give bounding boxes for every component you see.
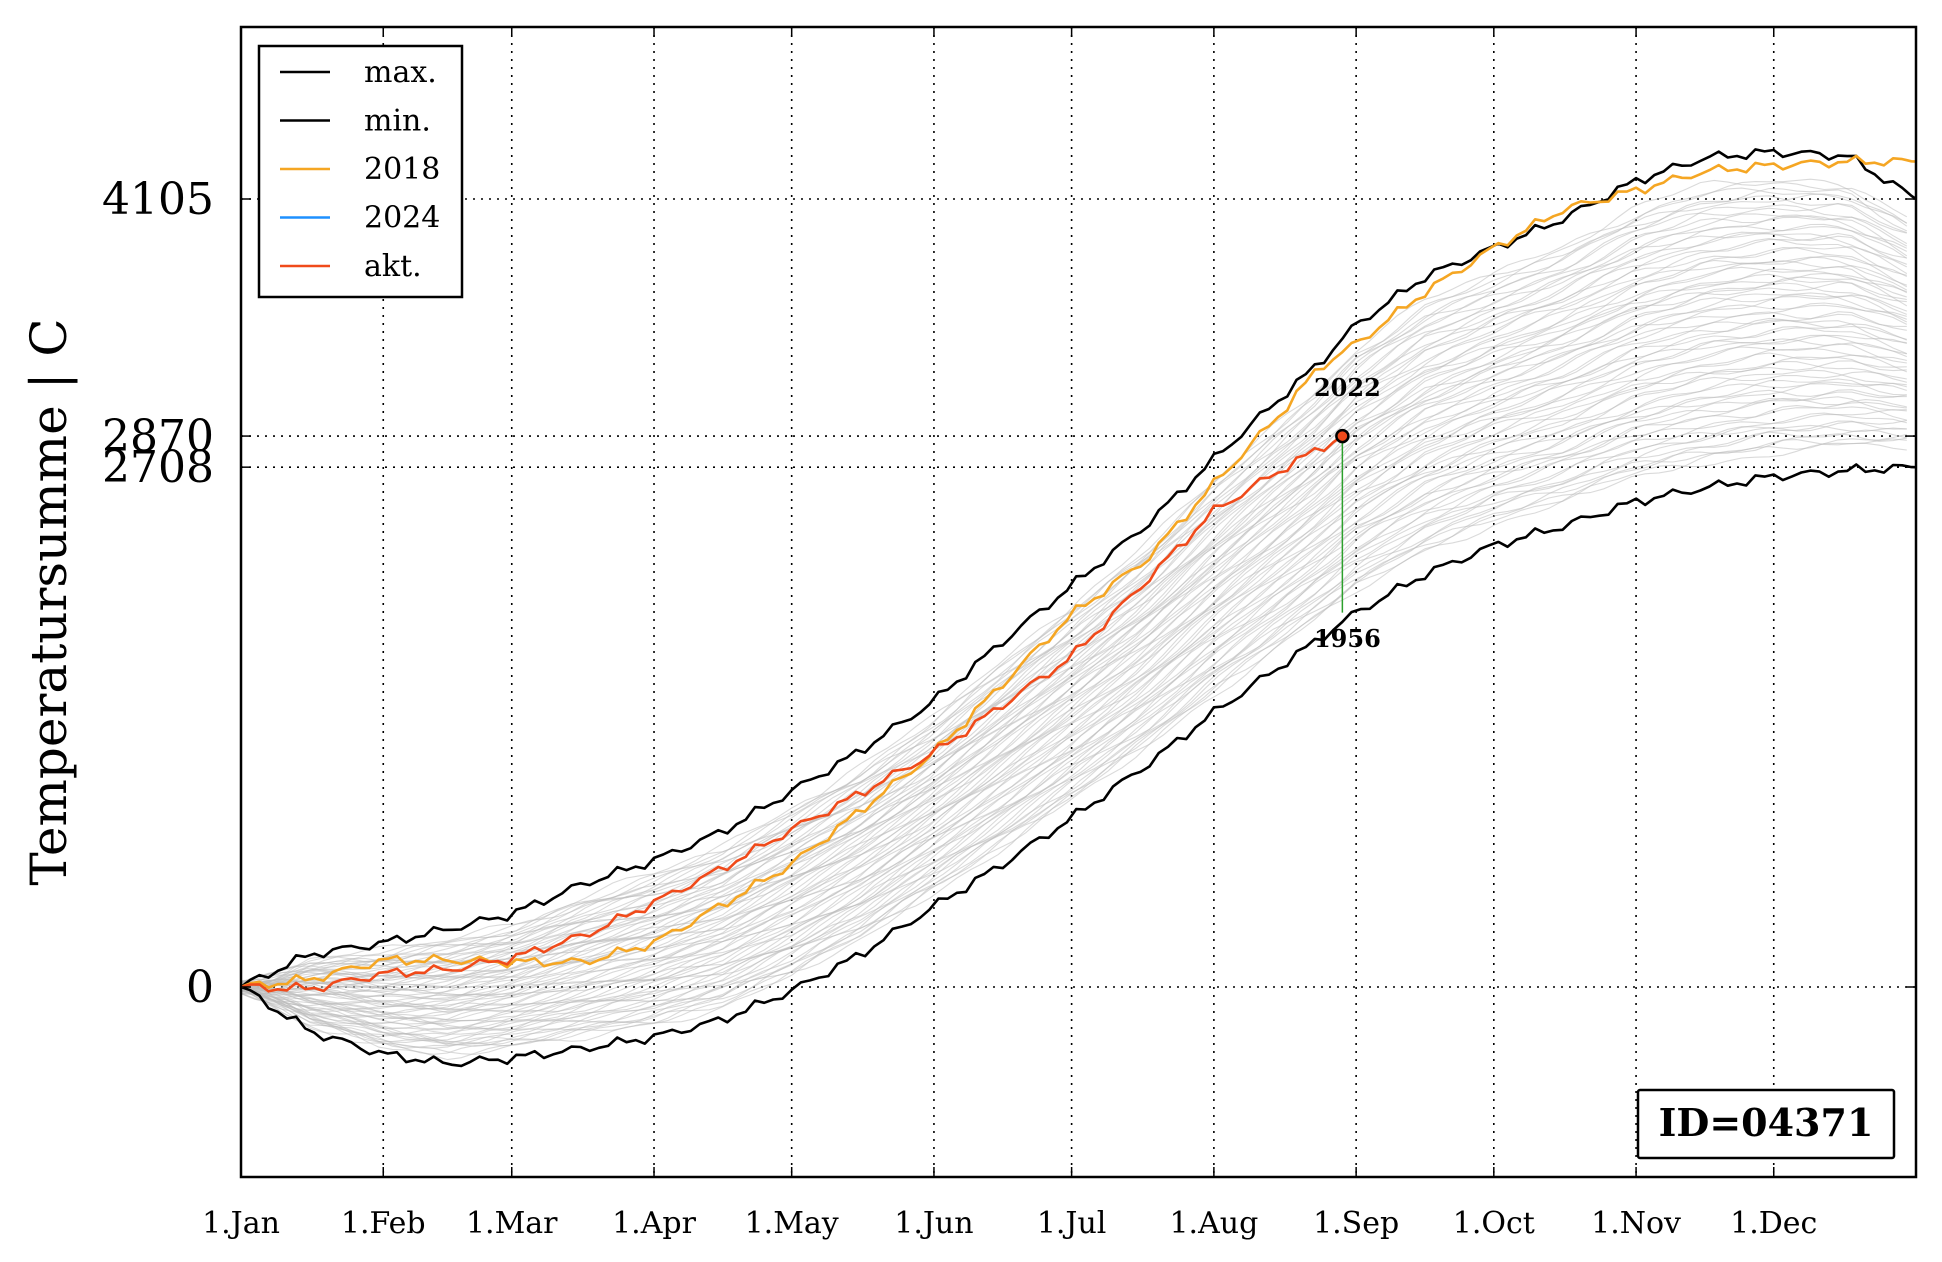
year-trace bbox=[240, 424, 1907, 1043]
year-trace bbox=[240, 369, 1907, 1025]
year-trace bbox=[240, 396, 1907, 1035]
year-trace bbox=[240, 397, 1907, 1032]
x-tick-label: 1.Aug bbox=[1169, 1206, 1258, 1241]
y-axis-label: Temperatursumme | C bbox=[20, 318, 78, 885]
x-tick-label: 1.Nov bbox=[1591, 1206, 1681, 1241]
legend-label: 2018 bbox=[364, 152, 440, 187]
year-trace bbox=[240, 204, 1908, 988]
year-trace bbox=[240, 272, 1908, 989]
year-trace bbox=[240, 304, 1907, 997]
year-trace bbox=[240, 360, 1907, 1019]
year-trace bbox=[240, 246, 1908, 985]
series-line-2018 bbox=[240, 154, 1917, 989]
year-trace bbox=[240, 346, 1907, 1011]
year-trace bbox=[240, 354, 1908, 1023]
tick-layer: 1.Jan 1.Feb 1.Mar 1.Apr 1.May 1.Jun 1.Jul 1.Aug… bbox=[102, 27, 1916, 1241]
annotation-label: 1956 bbox=[1314, 624, 1381, 653]
y-tick-label: 2870 bbox=[102, 411, 214, 462]
legend-frame bbox=[257, 44, 464, 299]
year-trace bbox=[240, 292, 1907, 997]
legend-label: min. bbox=[364, 104, 431, 139]
year-trace bbox=[240, 232, 1907, 995]
x-tick-label: 1.Jan bbox=[202, 1206, 280, 1241]
x-tick-label: 1.May bbox=[745, 1206, 839, 1241]
year-trace bbox=[240, 294, 1908, 999]
year-trace bbox=[240, 409, 1907, 1046]
year-trace bbox=[240, 247, 1908, 986]
year-trace bbox=[240, 360, 1907, 1022]
y-tick-label: 2708 bbox=[102, 442, 214, 493]
year-trace bbox=[240, 352, 1907, 1014]
station-id-frame bbox=[1636, 1088, 1896, 1160]
year-trace bbox=[240, 294, 1907, 994]
series-layer bbox=[240, 148, 1917, 1068]
year-trace bbox=[240, 405, 1907, 1040]
station-id-label: ID=04371 bbox=[1659, 1100, 1874, 1145]
year-trace bbox=[240, 281, 1907, 993]
year-trace bbox=[240, 187, 1908, 985]
year-trace bbox=[240, 179, 1908, 991]
year-trace bbox=[240, 193, 1908, 986]
year-trace bbox=[240, 420, 1907, 1049]
station-id-box: ID=04371 bbox=[1636, 1088, 1896, 1160]
year-trace bbox=[240, 338, 1907, 1007]
y-tick-label: 0 bbox=[186, 962, 214, 1013]
x-tick-label: 1.Jul bbox=[1037, 1206, 1107, 1241]
year-trace bbox=[240, 214, 1908, 982]
plot-frame bbox=[239, 25, 1918, 1179]
year-trace bbox=[240, 317, 1907, 1006]
year-trace bbox=[240, 399, 1907, 1041]
legend-label: 2024 bbox=[364, 201, 440, 236]
series-line-max bbox=[240, 148, 1917, 989]
year-trace bbox=[240, 389, 1907, 1035]
year-trace bbox=[240, 433, 1907, 1055]
x-tick-label: 1.Sep bbox=[1313, 1206, 1399, 1241]
year-trace bbox=[240, 213, 1908, 987]
y-tick-label: 4105 bbox=[102, 174, 214, 225]
annotation-layer: 2022 1956 bbox=[1314, 373, 1381, 653]
legend-label: akt. bbox=[364, 249, 422, 284]
year-trace bbox=[240, 223, 1908, 983]
year-trace bbox=[240, 187, 1908, 992]
year-trace bbox=[240, 382, 1907, 1029]
x-tick-label: 1.Feb bbox=[341, 1206, 426, 1241]
year-trace bbox=[240, 378, 1907, 1029]
series-line-min bbox=[240, 463, 1917, 1068]
year-trace bbox=[240, 195, 1907, 993]
year-trace bbox=[240, 311, 1907, 997]
year-trace bbox=[240, 302, 1908, 1003]
year-trace bbox=[240, 202, 1907, 992]
year-trace bbox=[240, 419, 1907, 1047]
year-trace bbox=[240, 326, 1908, 1010]
annotation-label: 2022 bbox=[1314, 373, 1381, 402]
current-value-marker bbox=[1335, 428, 1350, 444]
background-years-layer bbox=[240, 178, 1908, 1061]
year-trace bbox=[240, 381, 1907, 1034]
x-tick-label: 1.Oct bbox=[1453, 1206, 1535, 1241]
year-trace bbox=[240, 232, 1907, 988]
year-trace bbox=[240, 334, 1907, 1014]
x-tick-label: 1.Mar bbox=[466, 1206, 558, 1241]
x-tick-label: 1.Apr bbox=[612, 1206, 696, 1241]
legend-label: max. bbox=[364, 55, 437, 90]
x-tick-label: 1.Jun bbox=[894, 1206, 973, 1241]
year-trace bbox=[240, 311, 1907, 1007]
year-trace bbox=[240, 259, 1907, 992]
x-tick-label: 1.Dec bbox=[1730, 1206, 1817, 1241]
series-line-akt bbox=[240, 434, 1344, 993]
year-trace bbox=[240, 216, 1908, 989]
year-trace bbox=[240, 276, 1908, 993]
legend: max. min. 2018 2024 akt. bbox=[257, 44, 464, 299]
year-trace bbox=[240, 412, 1907, 1045]
